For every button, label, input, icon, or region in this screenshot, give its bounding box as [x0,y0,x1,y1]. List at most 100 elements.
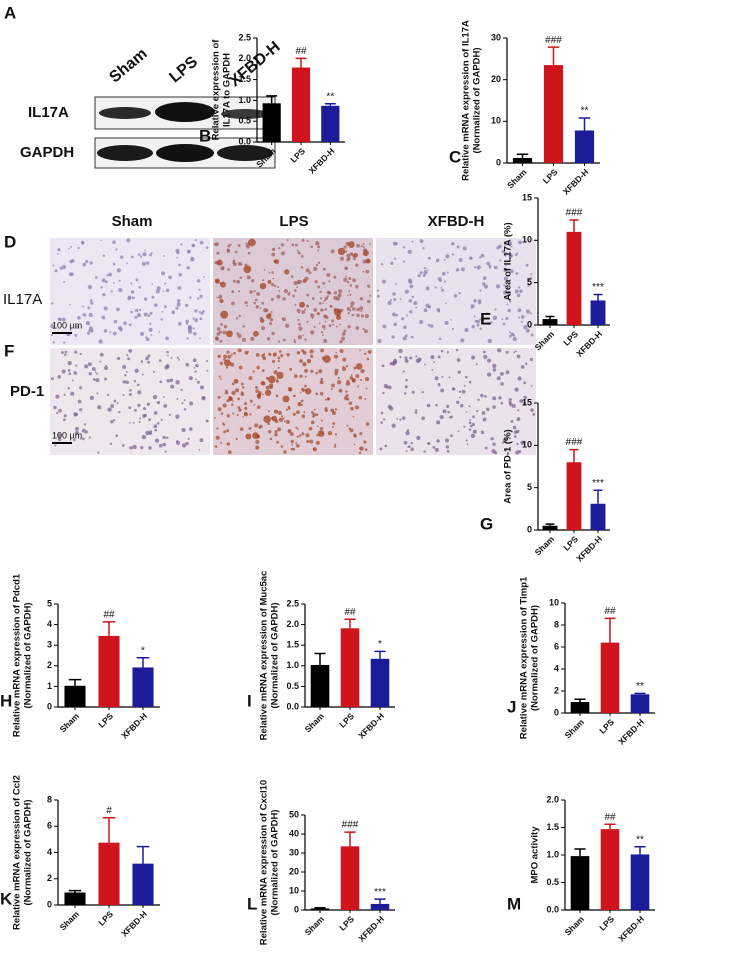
cell [463,425,466,428]
cell [232,279,236,283]
significance: * [378,639,382,650]
cell [63,393,66,396]
cell [333,291,338,295]
cell [256,447,258,450]
cell [231,403,234,407]
cell [218,330,222,334]
cell [317,249,320,252]
y-tick-label: 1.0 [546,849,559,859]
cell [267,422,271,426]
cell [107,393,110,396]
cell [319,290,322,294]
cell [291,444,293,446]
cell [261,301,265,305]
cell [246,304,249,307]
cell [152,370,155,373]
cell [70,391,75,396]
cell [132,444,137,450]
cell [513,435,517,438]
cell [322,267,326,271]
cell [67,360,72,366]
cell [410,447,414,451]
cell [230,353,233,356]
x-tick-label: LPS [541,167,560,186]
stain [219,298,224,304]
error-bar [374,650,386,659]
cell [425,286,430,291]
cell [297,318,300,322]
cell [146,402,150,406]
cell [134,308,139,313]
bar [310,908,330,910]
cell [408,280,413,284]
cell [349,376,354,380]
error-bar [136,845,150,864]
cell [171,310,176,315]
cell [268,271,271,274]
cell [220,441,223,444]
cell [473,315,476,318]
cell [277,286,279,289]
cell [238,408,242,412]
cell [247,251,251,255]
cell [181,427,186,433]
x-tick-label: LPS [96,909,115,928]
cell [429,324,434,328]
error-bar [344,831,356,847]
cell [302,361,307,367]
cell [296,286,299,288]
cell [395,282,397,285]
cell [491,449,496,454]
cell [283,450,287,454]
cell [444,320,449,325]
cell [338,289,343,294]
cell [504,284,507,288]
cell [243,412,248,417]
y-tick-label: 1.5 [238,74,251,84]
cell [360,314,364,318]
cell [223,430,227,434]
cell [458,390,462,393]
cell [180,388,183,392]
cell [138,421,141,424]
y-tick-label: 0 [527,319,532,329]
cell [144,249,147,252]
stain [326,397,331,401]
cell [380,411,384,415]
cell [353,257,357,261]
bar [590,503,606,530]
cell [468,380,472,384]
cell [88,436,91,439]
cell [293,374,298,378]
cell [529,325,532,329]
cell [278,246,281,250]
cell [178,359,180,361]
cell [326,295,329,298]
cell [331,383,335,388]
cell [328,324,332,327]
cell [352,278,357,283]
cell [457,370,461,374]
cell [289,432,294,437]
cell [142,414,146,418]
cell [269,437,273,441]
cell [193,331,197,336]
cell [301,310,306,315]
cell [261,369,265,372]
y-tick-label: 2 [47,873,52,883]
cell [122,365,127,369]
cell [530,408,534,412]
cell [153,303,158,308]
cell [57,375,61,379]
cell [256,291,261,296]
y-axis-label: Relative mRNA expression of Ccl2 [12,775,23,930]
cell [341,366,347,372]
cell [168,275,172,280]
cell [469,418,472,421]
cell [96,392,99,395]
y-tick-label: 2.0 [286,619,299,629]
cell [520,440,525,445]
cell [324,408,328,413]
stain [223,359,231,367]
cell [501,250,506,254]
